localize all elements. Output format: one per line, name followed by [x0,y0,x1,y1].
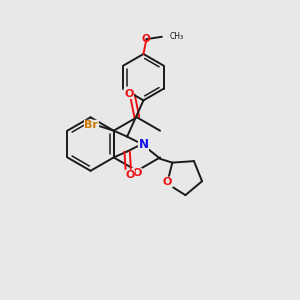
Text: O: O [124,88,134,98]
Text: O: O [141,34,150,44]
Text: O: O [163,177,172,187]
Text: N: N [138,138,148,151]
Text: CH₃: CH₃ [169,32,183,41]
Text: Br: Br [85,120,98,130]
Text: O: O [132,168,142,178]
Text: O: O [125,170,134,180]
